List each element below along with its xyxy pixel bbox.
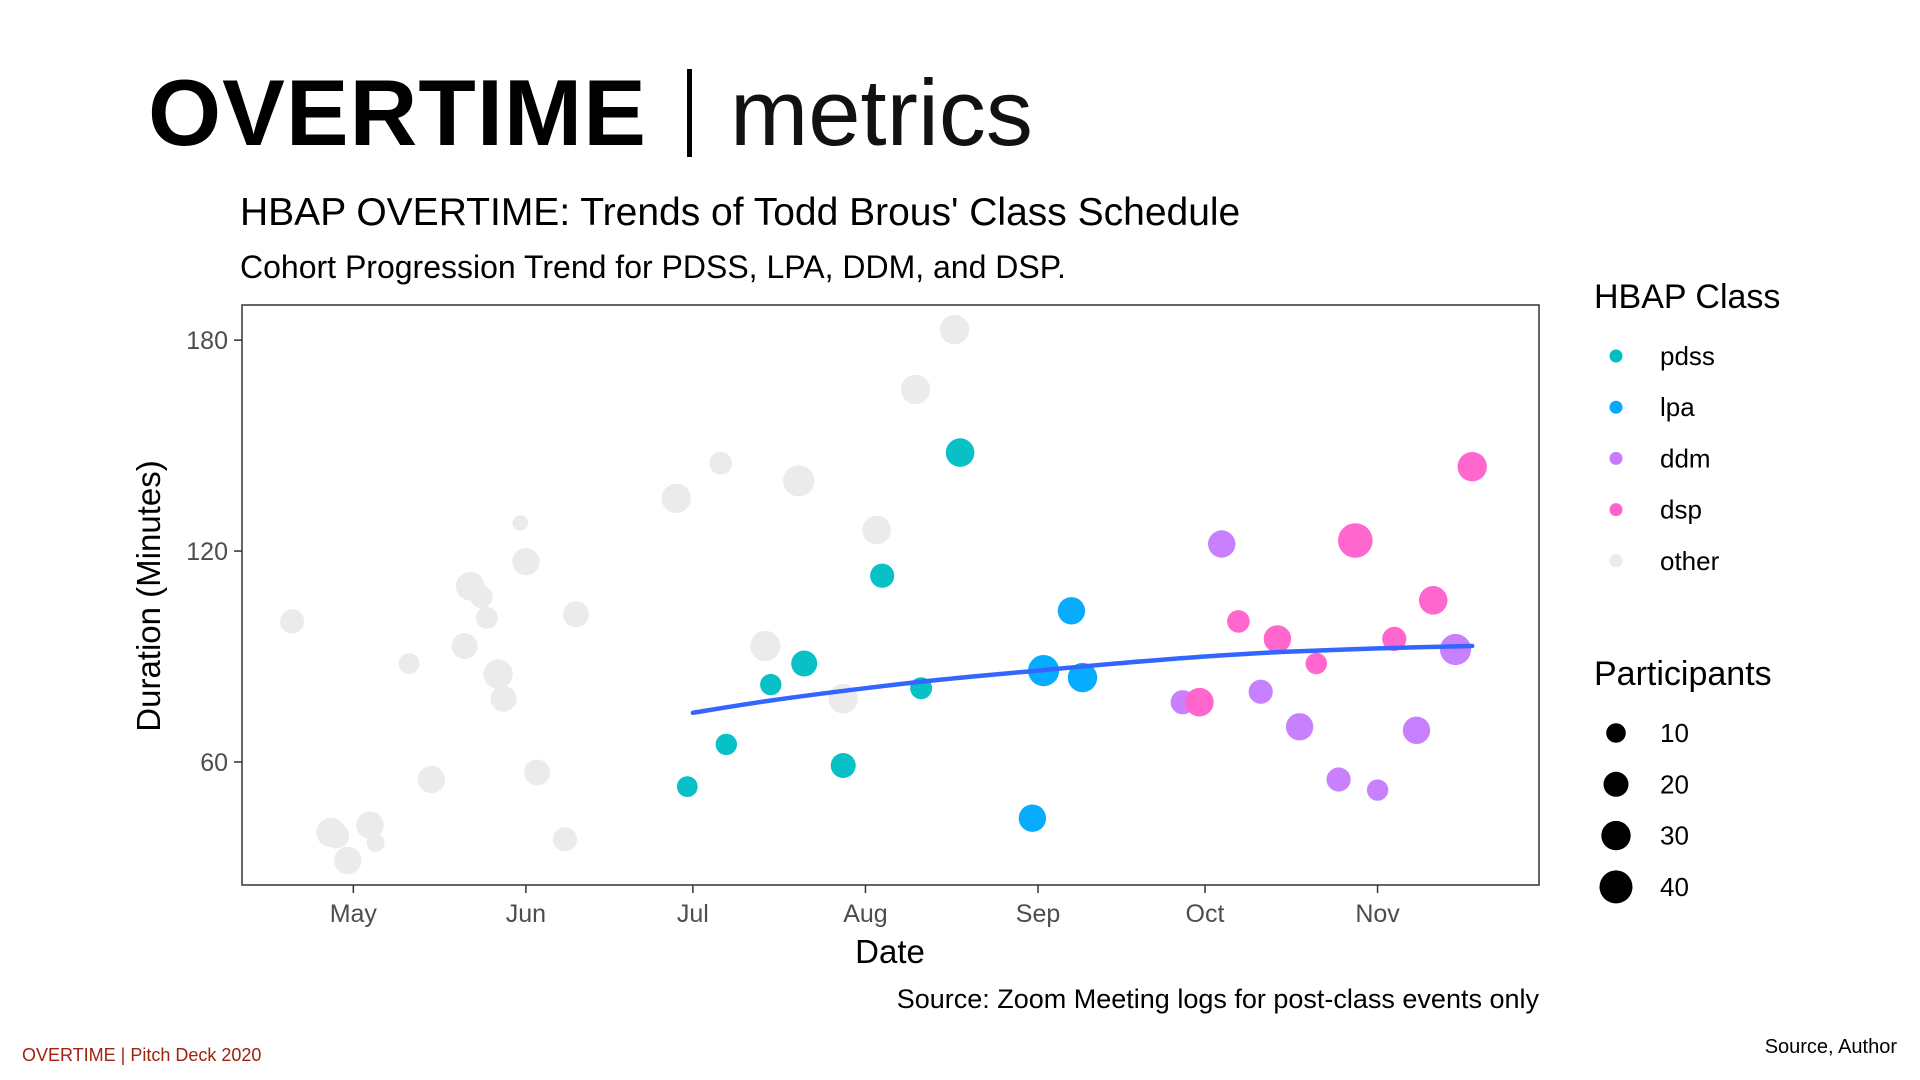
legend-size-swatch xyxy=(1599,870,1633,904)
data-point-pdss xyxy=(760,673,782,696)
chart-title: HBAP OVERTIME: Trends of Todd Brous' Cla… xyxy=(240,191,1240,234)
x-axis-title: Date xyxy=(855,933,925,970)
data-point-other xyxy=(324,823,350,849)
data-point-other xyxy=(783,465,815,497)
slide-title: OVERTIME metrics xyxy=(148,58,1033,168)
legend-size-label: 30 xyxy=(1660,821,1689,851)
data-point-ddm xyxy=(1248,679,1273,704)
data-point-dsp xyxy=(1305,652,1328,675)
data-point-other xyxy=(483,659,513,689)
data-point-ddm xyxy=(1326,767,1351,792)
legend-size: 10 20 30 40 xyxy=(1599,718,1689,904)
y-axis-title: Duration (Minutes) xyxy=(130,460,167,731)
y-tick-label: 60 xyxy=(200,749,228,777)
data-point-pdss xyxy=(715,733,737,756)
legend-color: pdss lpa ddm dsp other xyxy=(1609,341,1720,576)
data-point-lpa xyxy=(1018,804,1047,832)
data-point-other xyxy=(862,515,891,545)
data-point-dsp xyxy=(1382,626,1407,652)
data-point-dsp xyxy=(1185,687,1214,717)
plot-panel xyxy=(241,304,1540,886)
data-point-ddm xyxy=(1439,633,1472,666)
data-point-dsp xyxy=(1338,523,1373,558)
data-point-ddm xyxy=(1285,713,1314,741)
data-point-dsp xyxy=(1263,625,1292,653)
legend-size-label: 20 xyxy=(1660,769,1689,799)
data-point-other xyxy=(366,833,385,852)
data-point-pdss xyxy=(870,563,895,588)
x-tick-label: Jun xyxy=(506,900,546,928)
data-point-other xyxy=(661,483,691,513)
legend-label-ddm: ddm xyxy=(1660,443,1711,473)
data-point-other xyxy=(475,606,498,629)
legend-size-swatch xyxy=(1601,820,1631,851)
data-point-other xyxy=(356,811,384,839)
chart-subtitle: Cohort Progression Trend for PDSS, LPA, … xyxy=(240,249,1066,285)
data-point-dsp xyxy=(1457,452,1487,482)
data-point-other xyxy=(470,585,493,609)
legend-swatch-lpa xyxy=(1609,400,1623,414)
data-point-other xyxy=(709,451,732,475)
x-tick-label: Aug xyxy=(843,900,887,928)
points-layer xyxy=(280,314,1487,875)
legend-swatch-dsp xyxy=(1609,503,1623,517)
legend-size-swatch xyxy=(1606,723,1626,743)
chart-caption: Source: Zoom Meeting logs for post-class… xyxy=(897,984,1540,1014)
footer-source-author: Source, Author xyxy=(1764,1036,1897,1058)
legend-label-other: other xyxy=(1660,546,1720,576)
data-point-other xyxy=(750,630,781,662)
legend-size-label: 10 xyxy=(1660,718,1689,748)
x-tick-label: Oct xyxy=(1186,900,1225,928)
data-point-lpa xyxy=(1057,597,1086,625)
data-point-other xyxy=(280,609,305,634)
footer-deck-label: OVERTIME | Pitch Deck 2020 xyxy=(22,1045,262,1065)
legend-label-dsp: dsp xyxy=(1660,495,1702,525)
data-point-ddm xyxy=(1402,716,1431,744)
slide-title-light: metrics xyxy=(729,60,1033,165)
legend-swatch-other xyxy=(1609,554,1623,568)
data-point-pdss xyxy=(676,776,698,797)
data-point-other xyxy=(563,601,589,628)
data-point-other xyxy=(900,374,931,405)
axis-layer: May Jun Jul Aug Sep Oct Nov 60 120 180 xyxy=(186,327,1400,928)
legend-swatch-ddm xyxy=(1609,451,1623,465)
legend-size-swatch xyxy=(1603,771,1629,797)
data-point-ddm xyxy=(1208,530,1236,558)
data-point-other xyxy=(524,759,550,786)
data-point-other xyxy=(451,633,478,659)
data-point-other xyxy=(939,314,970,345)
data-point-dsp xyxy=(1227,610,1250,633)
data-point-other xyxy=(417,765,445,794)
data-point-other xyxy=(398,653,420,674)
x-tick-label: Jul xyxy=(677,900,709,928)
y-tick-label: 120 xyxy=(186,538,228,566)
legend-swatch-pdss xyxy=(1609,349,1623,363)
trend-layer xyxy=(690,643,1475,716)
slide-title-bold: OVERTIME xyxy=(148,60,647,165)
legend-label-pdss: pdss xyxy=(1660,341,1715,371)
data-point-lpa xyxy=(1067,662,1098,693)
legend-label-lpa: lpa xyxy=(1660,392,1695,422)
x-tick-label: May xyxy=(330,900,378,928)
data-point-other xyxy=(512,547,540,576)
data-point-pdss xyxy=(830,753,856,778)
data-point-other xyxy=(334,846,362,875)
trend-line xyxy=(690,643,1475,716)
data-point-other xyxy=(552,827,578,852)
data-point-other xyxy=(512,515,529,531)
data-point-pdss xyxy=(945,438,975,467)
data-point-dsp xyxy=(1418,586,1448,615)
x-tick-label: Sep xyxy=(1016,900,1060,928)
y-tick-label: 180 xyxy=(186,327,228,355)
data-point-pdss xyxy=(791,650,818,677)
legend-color-title: HBAP Class xyxy=(1594,278,1780,316)
data-point-other xyxy=(490,685,517,712)
legend-size-label: 40 xyxy=(1660,872,1689,902)
data-point-ddm xyxy=(1366,779,1389,801)
legend-size-title: Participants xyxy=(1594,655,1772,693)
title-separator xyxy=(686,69,692,157)
x-tick-label: Nov xyxy=(1355,900,1400,928)
